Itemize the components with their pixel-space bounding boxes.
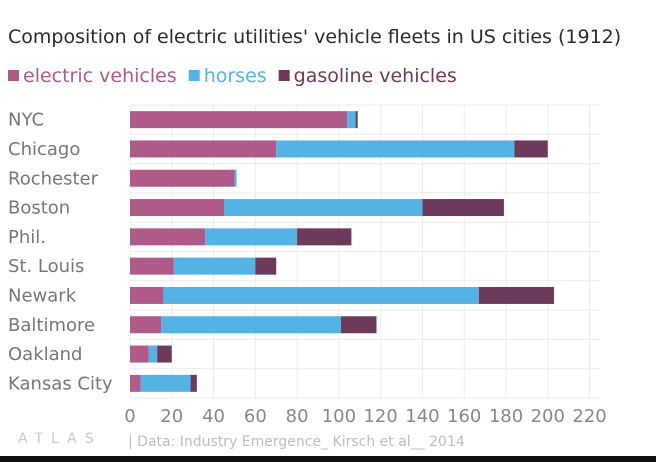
bar-kansas-city-1: [140, 374, 191, 392]
x-tick-label: 120: [363, 406, 397, 427]
legend-swatch-0: [8, 70, 19, 81]
bar-st--louis-2: [255, 257, 277, 275]
bar-nyc-0: [130, 111, 348, 129]
category-label: Rochester: [8, 168, 99, 189]
x-tick-label: 0: [124, 406, 135, 427]
category-label: Boston: [8, 198, 70, 219]
bar-phil--0: [130, 228, 206, 246]
category-label: NYC: [8, 110, 44, 131]
bar-boston-1: [224, 199, 423, 217]
bar-oakland-1: [148, 345, 158, 363]
category-label: Phil.: [8, 227, 46, 248]
bottom-bar: [0, 456, 656, 462]
category-label: Baltimore: [8, 315, 95, 336]
x-tick-label: 140: [405, 406, 439, 427]
x-tick-label: 180: [489, 406, 523, 427]
bar-phil--2: [297, 228, 352, 246]
bar-oakland-2: [157, 345, 172, 363]
bar-phil--1: [205, 228, 298, 246]
bar-kansas-city-0: [130, 374, 141, 392]
x-tick-label: 160: [447, 406, 481, 427]
category-label: Kansas City: [8, 373, 113, 394]
bar-rochester-1: [234, 169, 237, 187]
bar-baltimore-0: [130, 316, 162, 334]
legend-swatch-1: [188, 70, 200, 81]
x-tick-label: 200: [531, 406, 565, 427]
x-tick-label: 220: [572, 406, 606, 427]
bar-baltimore-2: [340, 316, 377, 334]
bar-newark-2: [478, 286, 555, 304]
bar-kansas-city-2: [190, 374, 197, 392]
legend-swatch-2: [278, 70, 290, 81]
bar-chicago-2: [514, 140, 548, 158]
brand-logo: ATLAS: [18, 431, 102, 447]
category-label: St. Louis: [8, 256, 84, 277]
legend-label-0: electric vehicles: [23, 65, 177, 87]
bar-boston-2: [422, 199, 504, 217]
bar-baltimore-1: [161, 316, 341, 334]
bar-chicago-1: [276, 140, 515, 158]
bar-st--louis-0: [130, 257, 174, 275]
category-label: Oakland: [8, 344, 83, 365]
chart-title: Composition of electric utilities' vehic…: [8, 26, 621, 48]
x-tick-label: 60: [244, 406, 267, 427]
bar-nyc-2: [355, 111, 358, 129]
x-axis-ticks: 0 20 40 60 80 100 120 140 160 180 200 220: [124, 406, 606, 427]
bar-rochester-0: [130, 169, 235, 187]
bars: [130, 111, 555, 392]
x-tick-label: 40: [202, 406, 225, 427]
legend-label-2: gasoline vehicles: [294, 65, 457, 87]
bar-oakland-0: [130, 345, 149, 363]
bar-chicago-0: [130, 140, 277, 158]
legend: electric vehicles horses gasoline vehicles: [8, 65, 457, 87]
x-tick-label: 80: [286, 406, 309, 427]
bar-st--louis-1: [173, 257, 256, 275]
category-labels: NYC Chicago Rochester Boston Phil. St. Louis N…: [8, 110, 113, 395]
bar-nyc-1: [347, 111, 356, 129]
bar-boston-0: [130, 199, 224, 217]
category-label: Newark: [8, 285, 77, 306]
legend-label-1: horses: [204, 65, 267, 87]
x-tick-label: 100: [322, 406, 356, 427]
category-label: Chicago: [8, 139, 80, 160]
source-note: | Data: Industry Emergence_ Kirsch et al…: [128, 434, 465, 450]
bar-newark-1: [163, 286, 479, 304]
x-tick-label: 20: [160, 406, 183, 427]
bar-newark-0: [130, 286, 164, 304]
